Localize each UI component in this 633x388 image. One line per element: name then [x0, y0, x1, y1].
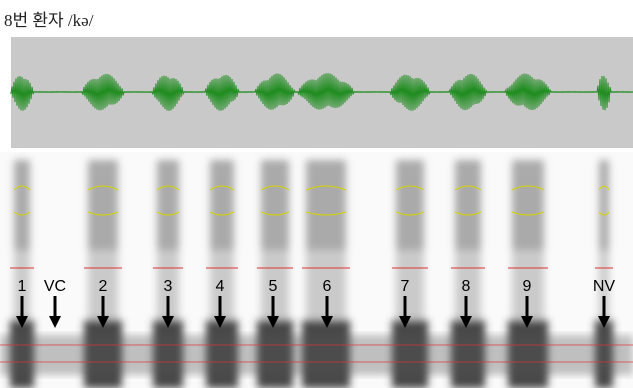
- spectrogram: [0, 160, 633, 388]
- band-top: [599, 160, 609, 250]
- low-band: [0, 335, 633, 375]
- marker-label: 5: [269, 278, 278, 295]
- marker-label: 3: [164, 278, 173, 295]
- band-top: [396, 160, 424, 250]
- band-top: [261, 160, 289, 250]
- marker-label: 6: [323, 278, 332, 295]
- marker-label: 4: [216, 278, 225, 295]
- marker-label: NV: [593, 278, 616, 295]
- band-top: [210, 160, 234, 250]
- band-top: [306, 160, 346, 250]
- band-top: [88, 160, 118, 250]
- marker-label: 7: [401, 278, 410, 295]
- marker-label: VC: [44, 278, 66, 295]
- marker-label: 1: [18, 278, 27, 295]
- figure: 8번 환자 /kə/ 1VC23456789NV: [0, 0, 633, 388]
- marker-label: 8: [462, 278, 471, 295]
- marker-label: 9: [523, 278, 532, 295]
- marker-label: 2: [99, 278, 108, 295]
- analysis-view: 1 VC 2 3 4 5 6 7 8 9 NV: [0, 0, 633, 388]
- band-top: [512, 160, 544, 250]
- band-top: [157, 160, 179, 250]
- band-top: [14, 160, 30, 250]
- band-top: [455, 160, 481, 250]
